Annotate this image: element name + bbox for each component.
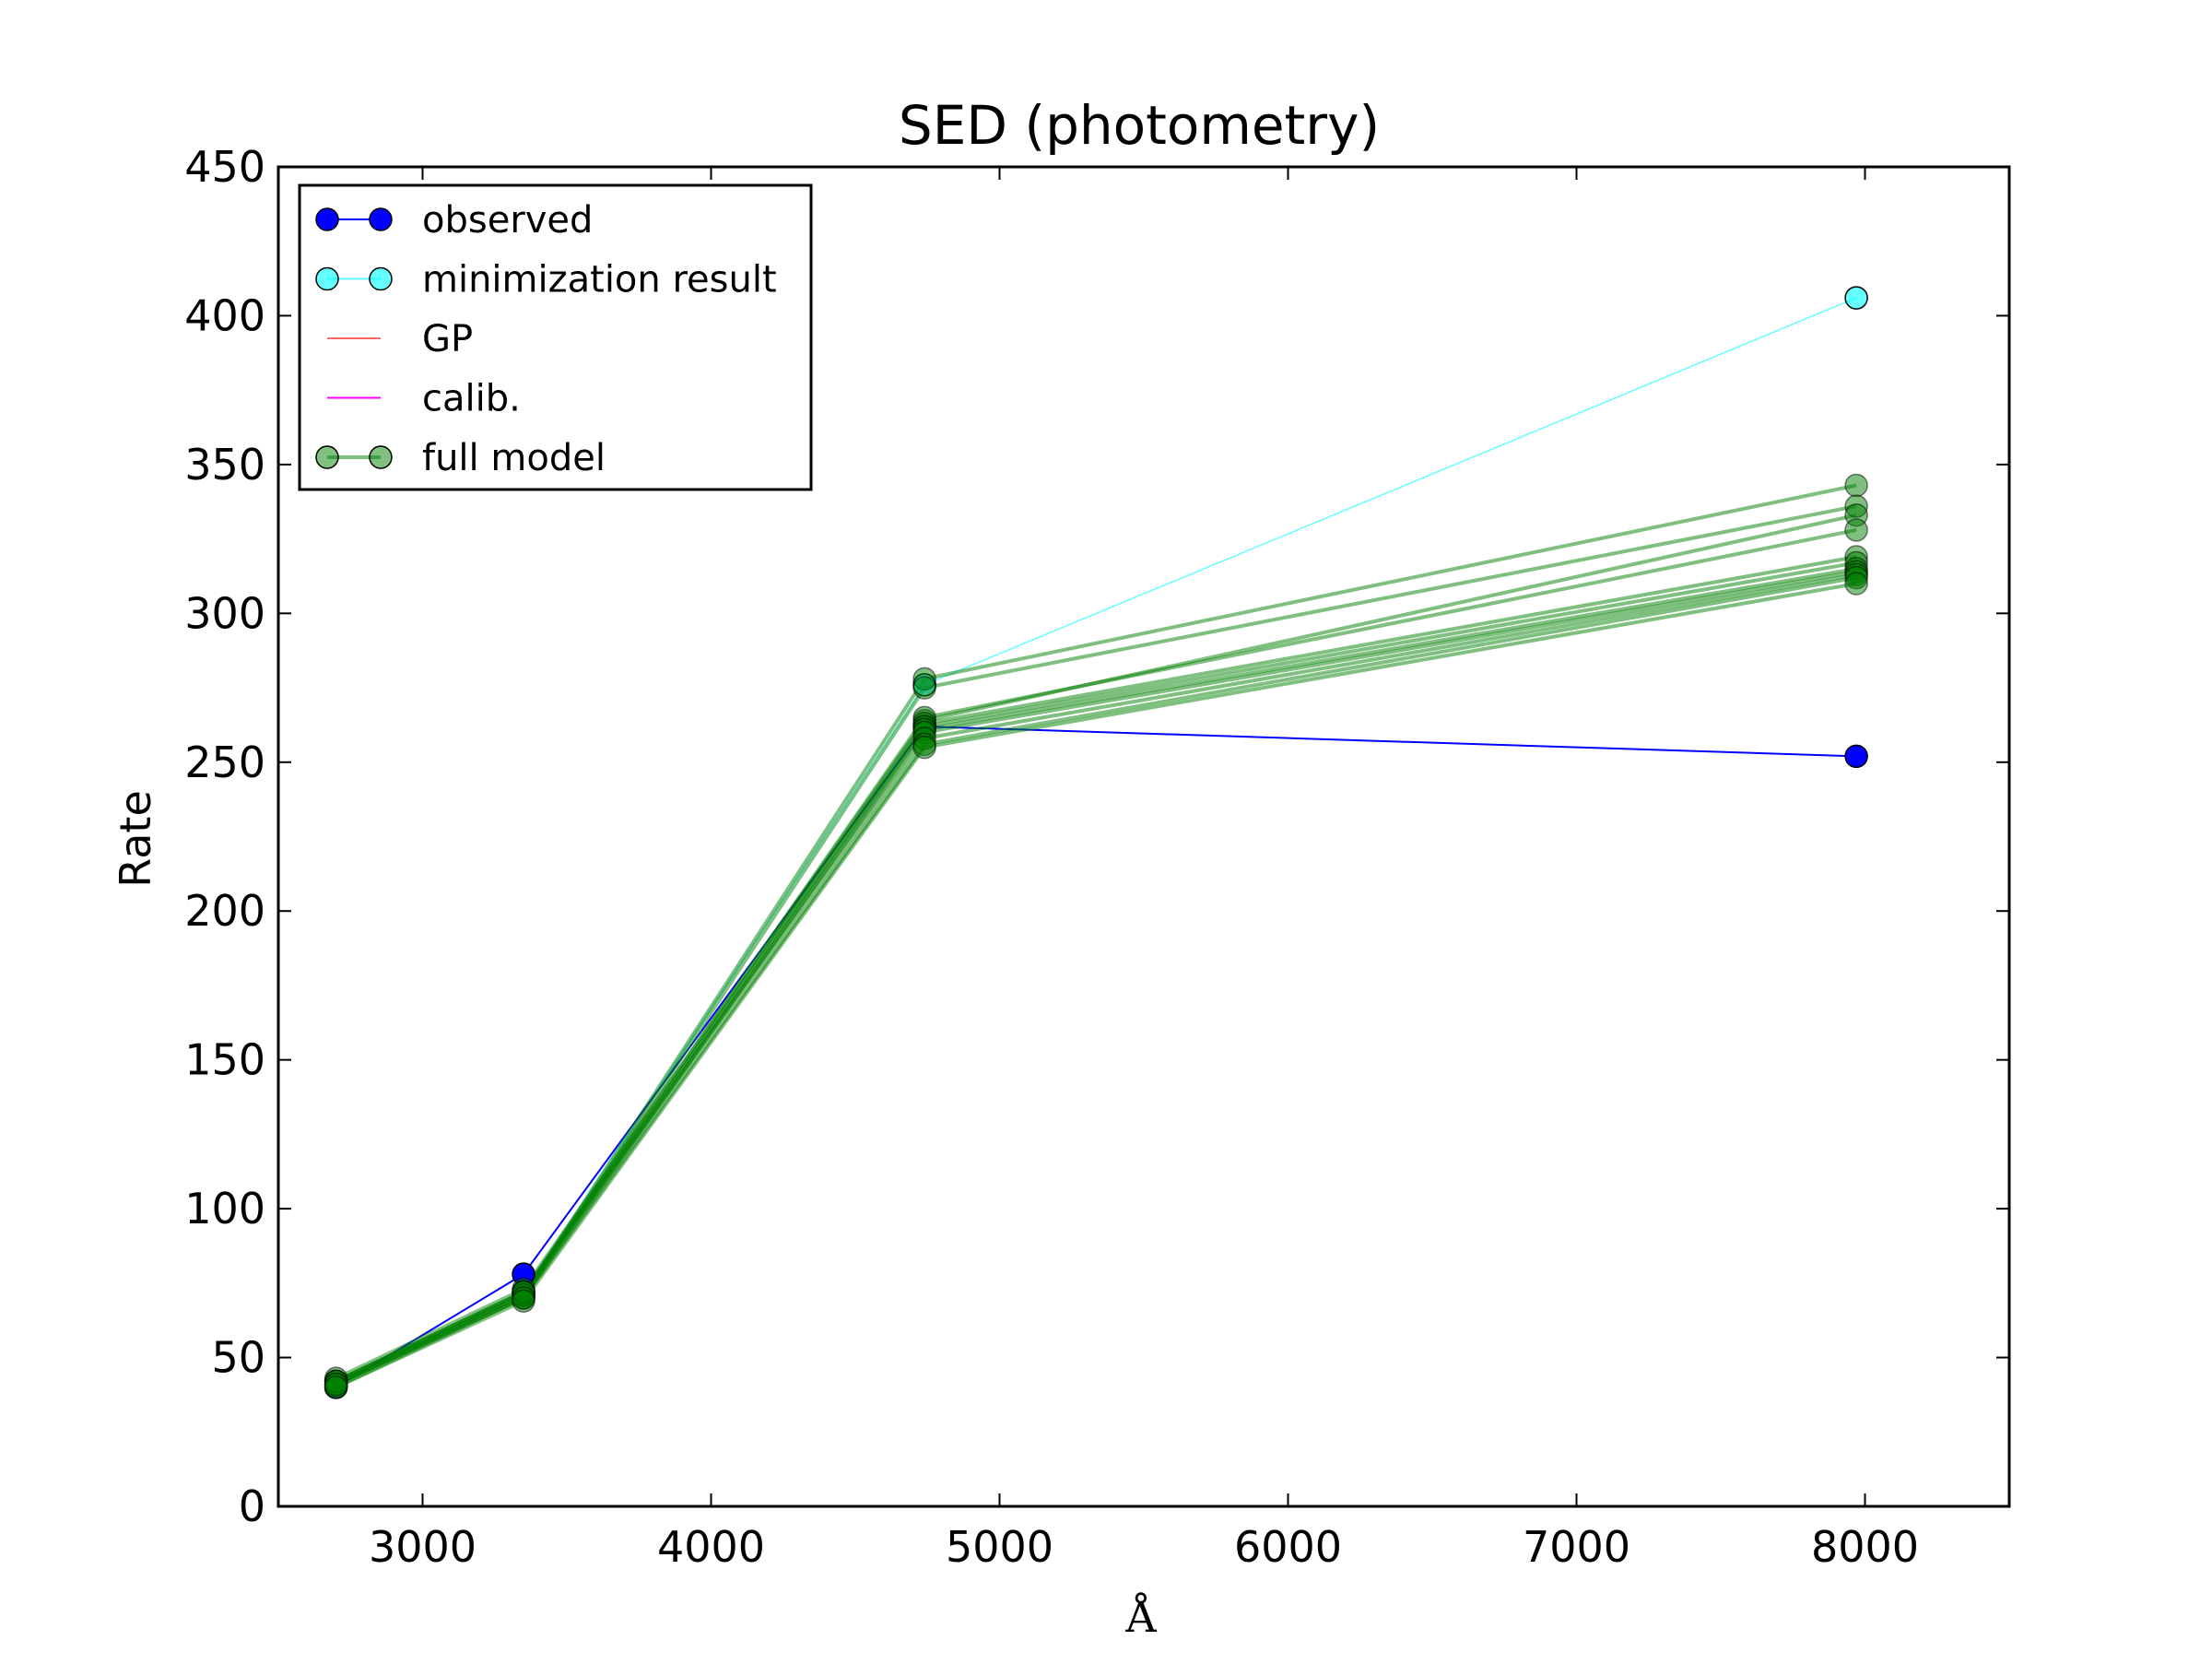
full-model-line-2: [335, 504, 1857, 1387]
full-model-point: [1844, 473, 1868, 498]
minimization-result-point: [1844, 286, 1868, 310]
observed-point: [1844, 744, 1868, 769]
x-tick-label: 4000: [657, 1522, 765, 1572]
legend-label: observed: [422, 199, 593, 242]
full-model-point: [324, 1375, 348, 1399]
full-model-point: [912, 676, 936, 700]
x-tick-label: 5000: [946, 1522, 1053, 1572]
full-model-point: [912, 735, 936, 760]
y-tick-label: 50: [211, 1333, 265, 1383]
x-axis-label: Å: [1124, 1591, 1157, 1642]
y-tick-label: 450: [184, 142, 265, 192]
full-model-line-9: [335, 572, 1857, 1384]
y-tick-label: 200: [184, 886, 265, 936]
y-tick-label: 250: [184, 738, 265, 787]
y-tick-label: 350: [184, 440, 265, 490]
y-axis-label: Rate: [111, 790, 160, 887]
x-tick-label: 7000: [1523, 1522, 1630, 1572]
legend-label: minimization result: [422, 259, 777, 301]
legend-label: calib.: [422, 378, 521, 420]
y-tick-label: 150: [184, 1035, 265, 1085]
chart-title: SED (photometry): [899, 94, 1380, 157]
legend-marker: [369, 266, 393, 291]
y-tick-label: 100: [184, 1184, 265, 1233]
full-model-point: [512, 1289, 535, 1313]
legend-box: [298, 183, 813, 491]
legend-marker: [315, 445, 339, 469]
plot-frame: [276, 165, 2011, 1508]
y-tick-label: 0: [239, 1481, 265, 1531]
full-model-line-4: [335, 527, 1857, 1384]
full-model-line-6: [335, 561, 1857, 1384]
plot-area: [324, 286, 1868, 1399]
legend-marker: [369, 207, 393, 231]
full-model-line-11: [335, 582, 1857, 1389]
legend-marker: [315, 266, 339, 291]
legend-label: GP: [422, 318, 473, 360]
x-tick-label: 6000: [1234, 1522, 1342, 1572]
legend-label: full model: [422, 437, 606, 479]
plot-series-group: [324, 286, 1868, 1399]
x-tick-label: 8000: [1811, 1522, 1919, 1572]
legend-marker: [369, 445, 393, 469]
observed-line: [335, 726, 1857, 1388]
full-model-point: [1844, 518, 1868, 542]
y-tick-label: 400: [184, 290, 265, 340]
y-tick-label: 300: [184, 588, 265, 638]
full-model-point: [1844, 572, 1868, 596]
legend: observed minimization result GP calib. full …: [298, 183, 813, 491]
axes: 3000 4000 5000 6000 7000 8000 0 50 100 150 200 250 3…: [184, 142, 2011, 1572]
x-tick-label: 3000: [369, 1522, 477, 1572]
legend-marker: [315, 207, 339, 231]
